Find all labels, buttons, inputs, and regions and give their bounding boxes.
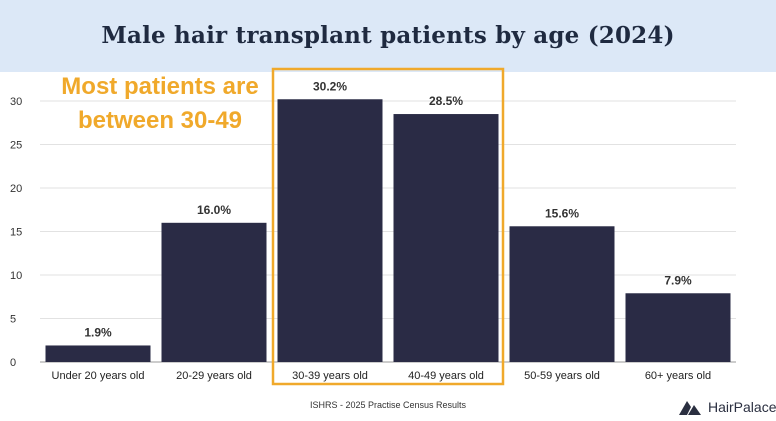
bar xyxy=(161,222,267,362)
bar xyxy=(509,226,615,362)
callout-text: Most patients are between 30-49 xyxy=(50,70,270,138)
x-tick-label: 30-39 years old xyxy=(292,370,368,382)
y-tick-label: 25 xyxy=(10,140,22,152)
data-label: 28.5% xyxy=(429,94,463,108)
brand-name: HairPalace xyxy=(708,399,776,415)
x-tick-label: 60+ years old xyxy=(645,370,711,382)
y-tick-label: 5 xyxy=(10,314,16,326)
data-label: 30.2% xyxy=(313,79,347,93)
y-tick-label: 15 xyxy=(10,227,22,239)
chart-title: Male hair transplant patients by age (20… xyxy=(101,22,675,49)
highlight-box xyxy=(271,67,505,386)
x-tick-label: 40-49 years old xyxy=(408,370,484,382)
bar xyxy=(45,345,151,362)
data-label: 15.6% xyxy=(545,206,579,220)
title-banner xyxy=(0,0,776,72)
y-tick-label: 0 xyxy=(10,357,16,369)
x-tick-label: Under 20 years old xyxy=(52,370,145,382)
bar xyxy=(393,114,499,362)
data-label: 1.9% xyxy=(84,325,112,339)
y-tick-label: 20 xyxy=(10,183,22,195)
x-tick-label: 20-29 years old xyxy=(176,370,252,382)
y-tick-label: 30 xyxy=(10,96,22,108)
bar xyxy=(625,293,731,362)
source-note: ISHRS - 2025 Practise Census Results xyxy=(309,400,467,410)
y-tick-label: 10 xyxy=(10,270,22,282)
callout-line-1: Most patients are xyxy=(61,73,259,100)
data-label: 16.0% xyxy=(197,203,231,217)
hairpalace-logo-icon xyxy=(679,401,701,415)
bar xyxy=(277,99,383,362)
data-label: 7.9% xyxy=(664,273,692,287)
brand-logo: HairPalace xyxy=(678,398,776,416)
x-tick-label: 50-59 years old xyxy=(524,370,600,382)
callout-line-2: between 30-49 xyxy=(77,107,243,134)
